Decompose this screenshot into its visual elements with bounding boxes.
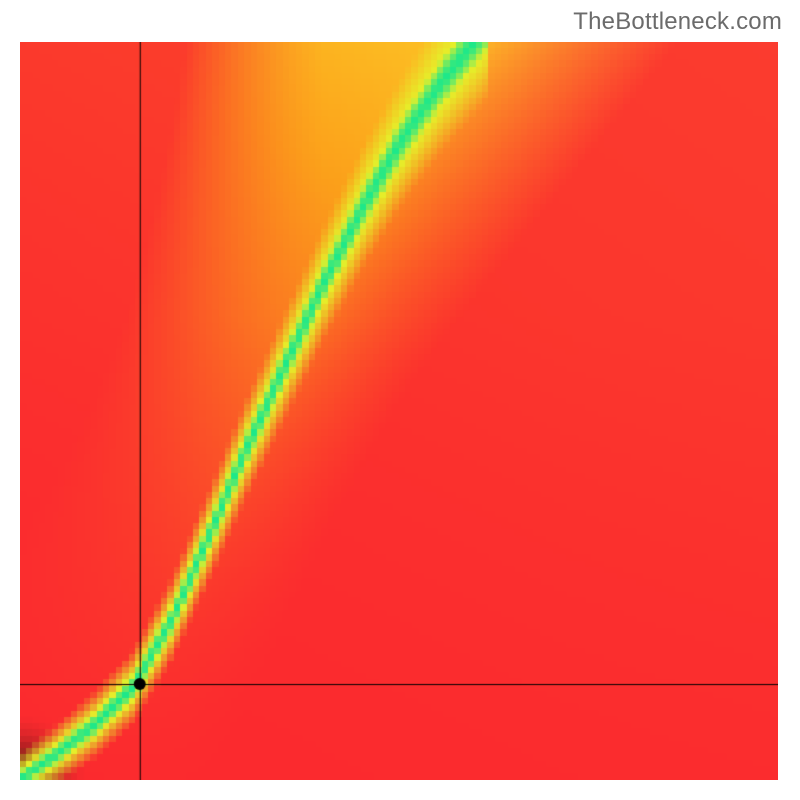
chart-container: TheBottleneck.com — [0, 0, 800, 800]
plot-area — [20, 42, 778, 780]
watermark-text: TheBottleneck.com — [573, 8, 782, 36]
bottleneck-heatmap — [20, 42, 778, 780]
